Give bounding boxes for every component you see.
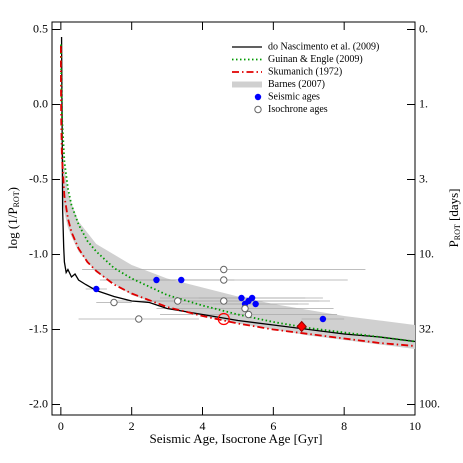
y2-tick-label: 3.: [419, 171, 428, 185]
y2-tick-label: 0.: [419, 21, 428, 35]
point: [220, 265, 228, 274]
point: [244, 310, 253, 319]
point: [217, 312, 230, 326]
x-tick-label: 0: [58, 419, 64, 433]
point: [220, 297, 228, 305]
y2-tick-label: 10.: [419, 246, 434, 260]
y-tick-label: -2.0: [29, 396, 48, 410]
x-axis-label: Seismic Age, Isocrone Age [Gyr]: [150, 431, 323, 446]
legend-label: Skumanich (1972): [268, 66, 342, 77]
x-tick-label: 10: [409, 419, 421, 433]
y-label-sub: ROT: [12, 191, 21, 207]
x-tick-label: 4: [200, 419, 206, 433]
y-tick-label: 0.5: [33, 21, 48, 35]
legend-label: Guinan & Engle (2009): [268, 54, 363, 65]
y-axis-label: log (1/PROT): [5, 187, 21, 249]
x-tick-label: 2: [129, 419, 135, 433]
point: [241, 304, 249, 313]
point: [238, 294, 245, 302]
point: [296, 320, 307, 333]
x-tick-label: 6: [270, 419, 276, 433]
y-tick-label: -1.0: [29, 246, 48, 260]
point: [178, 276, 185, 284]
y2-axis-label: PROT [days]: [446, 189, 462, 248]
point: [135, 315, 143, 323]
y2-tick-label: 1.: [419, 96, 428, 110]
point: [220, 276, 228, 284]
y-tick-label: -1.5: [29, 321, 48, 335]
curve: [59, 45, 415, 347]
legend-label: Barnes (2007): [268, 79, 325, 90]
y2-tick-label: 32.: [419, 321, 434, 335]
legend-marker: [254, 93, 262, 101]
point: [248, 294, 256, 302]
x-tick-label: 8: [341, 419, 347, 433]
legend-label: Seismic ages: [268, 91, 320, 102]
plot-frame: [51, 21, 416, 416]
point: [319, 315, 327, 323]
legend-band: [232, 81, 262, 88]
point: [174, 297, 182, 305]
y2-label-part: [days]: [446, 189, 461, 225]
y2-label-part: P: [446, 240, 461, 247]
curve: [60, 44, 415, 343]
y-tick-label: 0.0: [33, 96, 48, 110]
legend-marker: [254, 105, 262, 114]
y-label-part: ): [5, 187, 20, 191]
point: [252, 300, 259, 308]
y2-tick-label: 100.: [419, 396, 440, 410]
legend-label: Isochrone ages: [268, 104, 328, 115]
y2-label-sub: ROT: [453, 224, 462, 240]
point: [93, 285, 100, 293]
y-label-part: log (1/P: [5, 207, 20, 249]
legend-label: do Nascimento et al. (2009): [268, 41, 379, 52]
band: [62, 142, 415, 349]
point: [153, 276, 160, 284]
y-tick-label: -0.5: [29, 171, 48, 185]
point: [110, 298, 118, 307]
